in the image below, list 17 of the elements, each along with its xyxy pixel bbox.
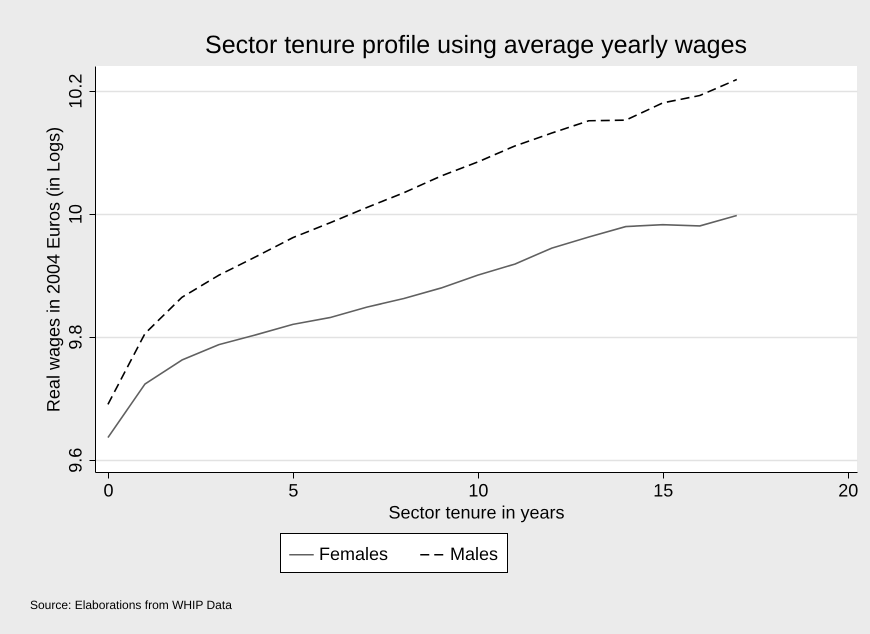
chart-title: Sector tenure profile using average yearly wages <box>205 31 747 59</box>
x-tick-label: 5 <box>288 480 298 500</box>
legend-label: Females <box>319 544 388 564</box>
y-tick-label: 9.8 <box>66 324 86 350</box>
y-tick-label: 9.6 <box>66 448 86 473</box>
x-tick-label: 0 <box>103 480 114 500</box>
source-note: Source: Elaborations from WHIP Data <box>30 598 232 612</box>
line-series <box>107 78 738 406</box>
legend-label: Males <box>450 544 498 564</box>
line-series <box>107 214 738 438</box>
y-tick-label: 10 <box>66 204 86 224</box>
x-tick-label: 10 <box>468 480 488 500</box>
y-tick-label: 10.2 <box>66 74 86 109</box>
y-axis-title: Real wages in 2004 Euros (in Logs) <box>44 126 64 412</box>
x-tick-label: 20 <box>838 480 858 500</box>
x-axis-title: Sector tenure in years <box>388 502 565 522</box>
x-tick-label: 15 <box>653 480 674 500</box>
